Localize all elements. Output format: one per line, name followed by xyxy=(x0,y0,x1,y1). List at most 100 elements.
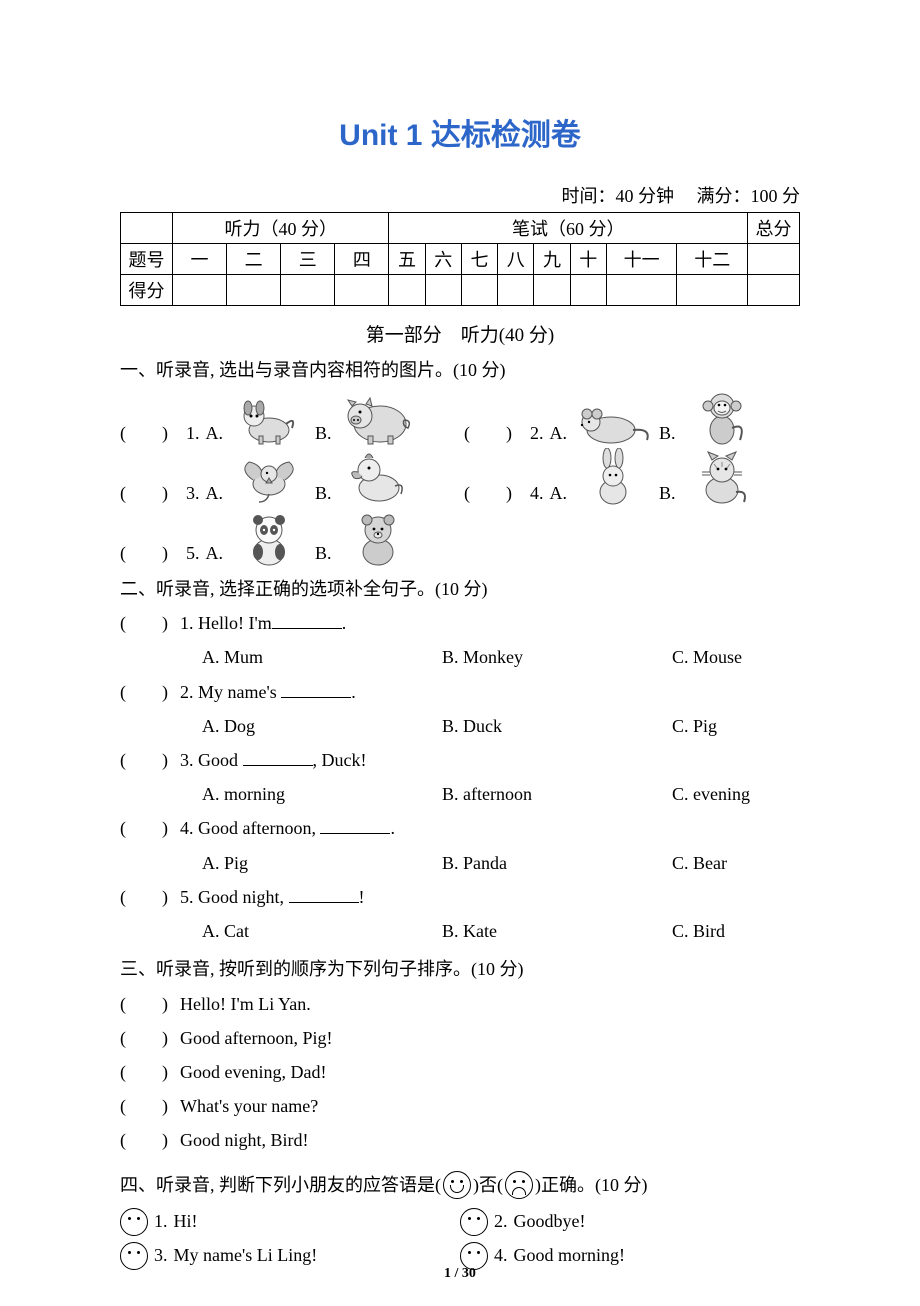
col-10: 十 xyxy=(570,244,606,275)
col-5: 五 xyxy=(389,244,425,275)
s2-q1-num: 1. xyxy=(180,613,194,633)
answer-face-icon[interactable] xyxy=(120,1208,148,1236)
pig-icon xyxy=(338,388,418,448)
bear-icon xyxy=(338,508,418,568)
s4-q1-text: Hi! xyxy=(174,1211,198,1232)
paren[interactable]: ( ) xyxy=(120,743,180,777)
page-title: Unit 1 达标检测卷 xyxy=(120,110,800,154)
paren[interactable]: ( ) xyxy=(464,419,524,448)
s2-heading: 二、听录音, 选择正确的选项补全句子。(10 分) xyxy=(120,574,800,605)
mouse-icon xyxy=(573,388,653,448)
s4-heading-mid: )否( xyxy=(473,1168,503,1202)
score-total-header: 总分 xyxy=(748,213,800,244)
answer-face-icon[interactable] xyxy=(460,1208,488,1236)
s3-text-2: Good afternoon, Pig! xyxy=(180,1028,332,1048)
paren[interactable]: ( ) xyxy=(120,1055,180,1089)
s2-q4-num: 4. xyxy=(180,818,194,838)
s3-item-5: ( )Good night, Bird! xyxy=(120,1123,800,1157)
s2-q4-pre: Good afternoon, xyxy=(198,818,320,838)
s4-q3-text: My name's Li Ling! xyxy=(174,1245,318,1266)
panda-icon xyxy=(229,508,309,568)
s1-q2-b: B. xyxy=(659,419,676,448)
col-6: 六 xyxy=(425,244,461,275)
s3-item-4: ( )What's your name? xyxy=(120,1089,800,1123)
paren[interactable]: ( ) xyxy=(464,479,524,508)
s3-item-2: ( )Good afternoon, Pig! xyxy=(120,1021,800,1055)
s4-row-1: 1. Hi! 2. Goodbye! xyxy=(120,1208,800,1236)
s3-item-3: ( )Good evening, Dad! xyxy=(120,1055,800,1089)
score-written-header: 笔试（60 分） xyxy=(389,213,748,244)
s2-q5-b: B. Kate xyxy=(442,914,672,948)
s2-q5-a: A. Cat xyxy=(202,914,442,948)
s4-q4-text: Good morning! xyxy=(514,1245,626,1266)
s1-q5-b: B. xyxy=(315,539,332,568)
s2-q4-c: C. Bear xyxy=(672,846,800,880)
meta-line: 时间：40 分钟 满分：100 分 xyxy=(120,182,800,208)
col-11: 十一 xyxy=(606,244,677,275)
s2-q5: ( )5. Good night, ! A. CatB. KateC. Bird xyxy=(120,880,800,948)
s3-text-1: Hello! I'm Li Yan. xyxy=(180,994,311,1014)
s1-row-5: ( ) 5. A. B. xyxy=(120,508,800,568)
s1-q4-a: A. xyxy=(550,479,568,508)
paren[interactable]: ( ) xyxy=(120,419,180,448)
s2-q3-post: , Duck! xyxy=(313,750,367,770)
blank[interactable] xyxy=(320,816,390,834)
paren[interactable]: ( ) xyxy=(120,1089,180,1123)
s2-q2-b: B. Duck xyxy=(442,709,672,743)
paren[interactable]: ( ) xyxy=(120,539,180,568)
part1-title: 第一部分 听力(40 分) xyxy=(120,320,800,347)
s4-q2-num: 2. xyxy=(494,1211,508,1232)
s2-q4-post: . xyxy=(390,818,395,838)
col-3: 三 xyxy=(281,244,335,275)
col-8: 八 xyxy=(498,244,534,275)
blank[interactable] xyxy=(243,748,313,766)
s2-q5-c: C. Bird xyxy=(672,914,800,948)
paren[interactable]: ( ) xyxy=(120,675,180,709)
s2-q2-a: A. Dog xyxy=(202,709,442,743)
col-12: 十二 xyxy=(677,244,748,275)
paren[interactable]: ( ) xyxy=(120,606,180,640)
col-1: 一 xyxy=(173,244,227,275)
s2-q4-b: B. Panda xyxy=(442,846,672,880)
s3-heading: 三、听录音, 按听到的顺序为下列句子排序。(10 分) xyxy=(120,954,800,985)
s2-q4: ( )4. Good afternoon, . A. PigB. PandaC.… xyxy=(120,811,800,879)
s2-q2: ( )2. My name's . A. DogB. DuckC. Pig xyxy=(120,675,800,743)
blank[interactable] xyxy=(272,611,342,629)
s2-q3-num: 3. xyxy=(180,750,194,770)
cat-icon xyxy=(682,448,762,508)
row-label-num: 题号 xyxy=(121,244,173,275)
s1-q5-num: 5. xyxy=(186,539,200,568)
s1-q3-a: A. xyxy=(206,479,224,508)
s1-q3-num: 3. xyxy=(186,479,200,508)
s2-q3-c: C. evening xyxy=(672,777,800,811)
s1-q2-a: A. xyxy=(550,419,568,448)
s3-item-1: ( )Hello! I'm Li Yan. xyxy=(120,987,800,1021)
s1-q2-num: 2. xyxy=(530,419,544,448)
monkey-icon xyxy=(682,388,762,448)
score-listening-header: 听力（40 分） xyxy=(173,213,389,244)
s2-q3: ( )3. Good , Duck! A. morningB. afternoo… xyxy=(120,743,800,811)
s2-q1-c: C. Mouse xyxy=(672,640,800,674)
col-4: 四 xyxy=(335,244,389,275)
s2-q1-b: B. Monkey xyxy=(442,640,672,674)
smile-face-icon xyxy=(443,1171,471,1199)
paren[interactable]: ( ) xyxy=(120,811,180,845)
blank[interactable] xyxy=(281,680,351,698)
dog-icon xyxy=(229,388,309,448)
s1-q1-b: B. xyxy=(315,419,332,448)
blank[interactable] xyxy=(289,885,359,903)
s2-q2-c: C. Pig xyxy=(672,709,800,743)
paren[interactable]: ( ) xyxy=(120,479,180,508)
paren[interactable]: ( ) xyxy=(120,1021,180,1055)
s4-q3-num: 3. xyxy=(154,1245,168,1266)
paren[interactable]: ( ) xyxy=(120,880,180,914)
s2-q5-post: ! xyxy=(359,887,365,907)
s4-heading: 四、听录音, 判断下列小朋友的应答语是( )否( )正确。(10 分) xyxy=(120,1168,800,1202)
s1-q5-a: A. xyxy=(206,539,224,568)
s4-heading-post: )正确。(10 分) xyxy=(535,1168,647,1202)
time-value: 40 分钟 xyxy=(616,186,675,206)
paren[interactable]: ( ) xyxy=(120,1123,180,1157)
s2-q2-pre: My name's xyxy=(198,682,281,702)
paren[interactable]: ( ) xyxy=(120,987,180,1021)
col-2: 二 xyxy=(227,244,281,275)
